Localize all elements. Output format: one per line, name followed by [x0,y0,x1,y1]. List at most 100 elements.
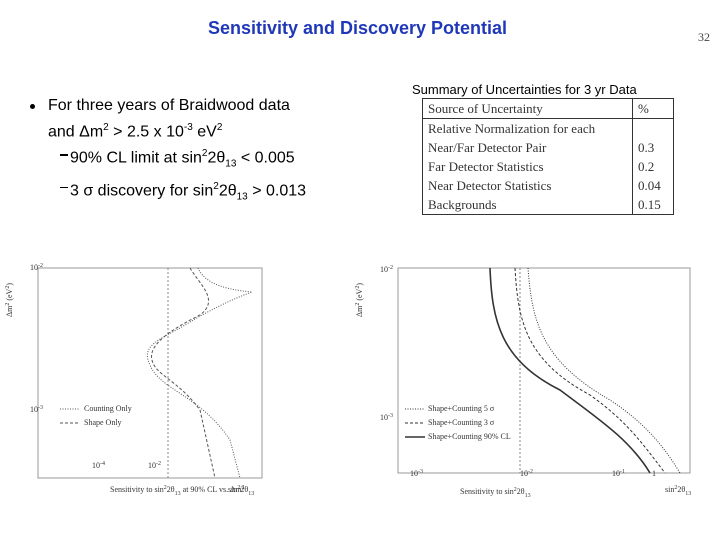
x-tick-label: 10-1 [612,469,625,478]
text: eV [192,123,217,141]
text: 10 [380,413,388,422]
text: 13 [236,191,248,203]
text: -3 [183,122,193,133]
text: 2 [103,122,109,133]
x-tick-label: 1 [652,469,656,478]
text: Δm [5,305,14,317]
table-caption: Summary of Uncertainties for 3 yr Data [412,82,637,97]
text: 13 [248,491,254,497]
text: -3 [388,413,393,419]
source-cell: Near Detector Statistics [423,176,633,195]
text: 1 [652,469,656,478]
text: 10 [30,263,38,272]
text: 10 [92,461,100,470]
y-tick-label: 10-2 [380,265,393,274]
x-tick-label: 10-4 [92,461,105,470]
text: ) [355,283,364,286]
text: 3 [70,182,84,200]
text: 2θ [517,487,525,496]
text: 2 [201,148,208,160]
value-cell: 0.15 [632,195,674,215]
source-cell: Backgrounds [423,195,633,215]
text: Relative Normalization for each [428,121,596,136]
text: 2 [216,122,223,133]
x-axis-end-label: sin22θ13 [665,485,691,497]
source-cell: Far Detector Statistics [423,157,633,176]
text: 2θ [207,149,226,167]
x-axis-label: Sensitivity to sin22θ13 at 90% CL vs. Δm… [110,485,244,497]
x-tick-label: 10-2 [148,461,161,470]
text: 2θ [167,485,175,494]
text: 10 [520,469,528,478]
text: -3 [418,469,423,475]
text: 10 [148,461,156,470]
legend-label: Counting Only [84,404,132,413]
text: -2 [528,469,533,475]
bullet: For three years of Braidwood data and Δm… [30,95,380,143]
text: Near Detector Statistics [428,178,552,193]
uncertainty-table: Source of Uncertainty % Relative Normali… [422,98,674,215]
text: 2 [213,180,219,192]
legend-label: Shape+Counting 90% CL [428,432,511,441]
text: 10 [30,405,38,414]
text: Near/Far Detector Pair [428,140,547,155]
value-cell: 0.04 [632,176,674,195]
slide-title: Sensitivity and Discovery Potential [207,18,508,38]
text: 10 [410,469,418,478]
text: 2θ [677,485,685,494]
text: 2θ [218,182,237,200]
bullet-marker [60,186,68,189]
text: 2 [514,487,517,493]
x-axis-label: Sensitivity to sin22θ13 [460,487,531,499]
text: Δm [79,123,104,141]
text: 90% CL limit at sin [70,149,202,167]
text: and [48,123,80,141]
text: -2 [388,265,393,271]
text: -4 [100,461,105,467]
text: 2 [237,485,240,491]
table-row: Near Detector Statistics 0.04 [423,176,674,195]
text: 10 [612,469,620,478]
legend-label: Shape Only [84,418,122,427]
text: 2 [5,286,11,289]
text: 2 [355,303,361,306]
value-cell: 0.3 [632,118,674,157]
text: -2 [38,263,43,269]
text: discovery for sin [93,182,214,200]
table-row: Relative Normalization for each Near/Far … [423,118,674,157]
text: > 0.013 [247,182,307,200]
legend-label: Shape+Counting 5 σ [428,404,495,413]
y-axis-label: Δm2 (eV2) [5,283,14,317]
text: Far Detector Statistics [428,159,544,174]
y-axis-label: Δm2 (eV2) [355,283,364,317]
x-tick-label: 10-2 [520,469,533,478]
text: 13 [175,491,181,497]
bullet-list: For three years of Braidwood data and Δm… [30,95,380,208]
text: 13 [525,493,531,499]
text: 2 [355,286,361,289]
y-tick-label: 10-3 [30,405,43,414]
text: Backgrounds [428,197,497,212]
page-number: 32 [698,30,710,44]
table-body: Relative Normalization for each Near/Far … [423,118,674,215]
text: sin [665,485,674,494]
sub-bullet: 3 σ discovery for sin22θ13 > 0.013 [30,176,380,209]
text: -1 [620,469,625,475]
header-cell: % [632,98,674,119]
y-tick-label: 10-2 [30,263,43,272]
bullet-marker [30,104,35,109]
text: -3 [38,405,43,411]
y-tick-label: 10-3 [380,413,393,422]
text: -2 [156,461,161,467]
text: Δm [355,305,364,317]
text: 2 [674,485,677,491]
sub-bullet: 90% CL limit at sin22θ13 < 0.005 [30,143,380,176]
left-plot-art [37,267,263,479]
table-row: Far Detector Statistics 0.2 [423,157,674,176]
text: ) [5,283,14,286]
text: σ [83,182,94,200]
text: sin [228,485,237,494]
legend-label: Shape+Counting 3 σ [428,418,495,427]
text: For three years of Braidwood data [48,97,290,114]
